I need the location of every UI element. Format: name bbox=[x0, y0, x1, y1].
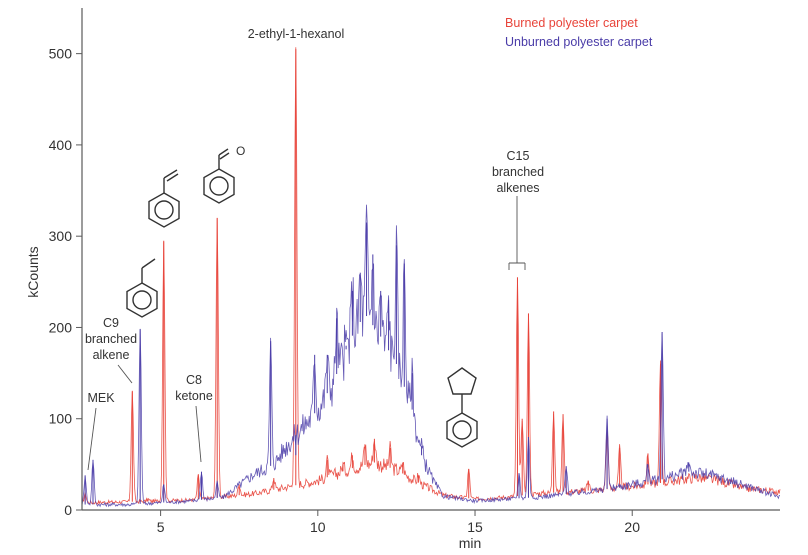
label-c9-line3: alkene bbox=[93, 348, 130, 362]
y-tick-label: 0 bbox=[64, 502, 72, 518]
series-layer bbox=[81, 47, 781, 508]
benzaldehyde-structure-icon: O bbox=[203, 144, 245, 204]
y-tick-label: 100 bbox=[49, 411, 73, 427]
bracket-c15 bbox=[508, 196, 526, 270]
x-tick-label: 15 bbox=[467, 519, 483, 535]
axes bbox=[81, 8, 780, 511]
annotation-mek: MEK bbox=[87, 391, 115, 471]
x-tick-label: 20 bbox=[624, 519, 640, 535]
y-tick-label: 200 bbox=[49, 319, 73, 335]
label-ethylhexanol: 2-ethyl-1-hexanol bbox=[248, 27, 345, 41]
leader-c9 bbox=[117, 364, 133, 384]
label-c8-line2: ketone bbox=[175, 389, 213, 403]
label-mek: MEK bbox=[87, 391, 115, 405]
y-tick-label: 300 bbox=[49, 228, 73, 244]
x-axis-title: min bbox=[459, 535, 482, 551]
leader-c8 bbox=[195, 405, 202, 463]
y-tick-label: 400 bbox=[49, 137, 73, 153]
label-c8-line1: C8 bbox=[186, 373, 202, 387]
annotation-c15: C15 branched alkenes bbox=[492, 149, 544, 270]
annotation-c8: C8 ketone bbox=[175, 373, 213, 463]
label-c15-line2: branched bbox=[492, 165, 544, 179]
x-tick-label: 10 bbox=[310, 519, 326, 535]
styrene-structure-icon bbox=[148, 169, 180, 228]
label-c9-line2: branched bbox=[85, 332, 137, 346]
legend-burned: Burned polyester carpet bbox=[505, 16, 638, 30]
series-line-unburned bbox=[81, 204, 781, 508]
leader-mek bbox=[87, 407, 97, 471]
legend-unburned: Unburned polyester carpet bbox=[505, 35, 653, 49]
ethylbenzene-structure-icon bbox=[126, 258, 158, 318]
x-tick-label: 5 bbox=[157, 519, 165, 535]
y-tick-label: 500 bbox=[49, 46, 73, 62]
label-c15-line3: alkenes bbox=[496, 181, 539, 195]
legend: Burned polyester carpet Unburned polyest… bbox=[505, 16, 653, 49]
series-line-burned bbox=[81, 47, 781, 506]
svg-text:O: O bbox=[236, 144, 245, 158]
y-axis-title: kCounts bbox=[25, 246, 41, 297]
annotation-ethylhexanol: 2-ethyl-1-hexanol bbox=[248, 27, 345, 41]
label-c15-line1: C15 bbox=[507, 149, 530, 163]
cyclopentylbenzene-structure-icon bbox=[446, 367, 478, 448]
annotation-c9: C9 branched alkene bbox=[85, 316, 137, 384]
label-c9-line1: C9 bbox=[103, 316, 119, 330]
